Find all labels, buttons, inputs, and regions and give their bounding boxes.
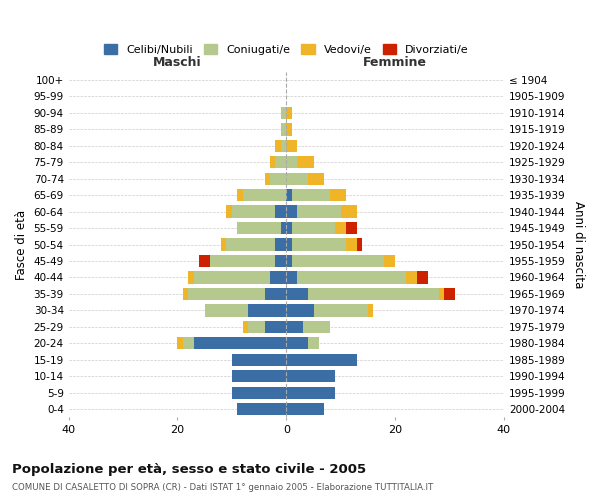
Bar [286, 222, 292, 234]
Text: COMUNE DI CASALETTO DI SOPRA (CR) - Dati ISTAT 1° gennaio 2005 - Elaborazione TU: COMUNE DI CASALETTO DI SOPRA (CR) - Dati… [12, 482, 433, 492]
Bar [194, 337, 286, 349]
Bar [270, 156, 275, 168]
Bar [330, 189, 346, 202]
Text: Popolazione per età, sesso e stato civile - 2005: Popolazione per età, sesso e stato civil… [12, 462, 366, 475]
Bar [357, 238, 362, 250]
Bar [275, 238, 286, 250]
Bar [265, 172, 270, 185]
Bar [281, 140, 286, 152]
Bar [286, 386, 335, 399]
Bar [281, 107, 286, 119]
Bar [232, 354, 286, 366]
Bar [346, 222, 357, 234]
Bar [297, 206, 341, 218]
Bar [178, 337, 183, 349]
Bar [232, 370, 286, 382]
Bar [275, 206, 286, 218]
Bar [314, 304, 368, 316]
Bar [302, 320, 330, 333]
Bar [286, 206, 297, 218]
Bar [183, 337, 194, 349]
Bar [265, 288, 286, 300]
Bar [232, 206, 275, 218]
Bar [286, 370, 335, 382]
Bar [270, 272, 286, 283]
Bar [368, 304, 373, 316]
Bar [286, 255, 292, 267]
Bar [286, 354, 357, 366]
Bar [243, 320, 248, 333]
Bar [238, 189, 243, 202]
Text: Maschi: Maschi [153, 56, 202, 70]
Bar [384, 255, 395, 267]
Bar [292, 238, 346, 250]
Bar [444, 288, 455, 300]
Bar [194, 272, 270, 283]
Bar [286, 107, 292, 119]
Bar [281, 123, 286, 136]
Legend: Celibi/Nubili, Coniugati/e, Vedovi/e, Divorziati/e: Celibi/Nubili, Coniugati/e, Vedovi/e, Di… [100, 40, 473, 59]
Bar [286, 140, 297, 152]
Bar [183, 288, 188, 300]
Text: Femmine: Femmine [363, 56, 427, 70]
Bar [270, 172, 286, 185]
Bar [238, 222, 281, 234]
Bar [406, 272, 417, 283]
Bar [341, 206, 357, 218]
Bar [335, 222, 346, 234]
Bar [286, 123, 292, 136]
Bar [286, 288, 308, 300]
Bar [275, 255, 286, 267]
Bar [292, 189, 330, 202]
Bar [286, 156, 297, 168]
Bar [292, 255, 384, 267]
Bar [226, 238, 275, 250]
Bar [238, 403, 286, 415]
Bar [292, 222, 335, 234]
Bar [286, 403, 325, 415]
Bar [439, 288, 444, 300]
Bar [221, 238, 226, 250]
Bar [286, 320, 302, 333]
Y-axis label: Anni di nascita: Anni di nascita [572, 201, 585, 288]
Bar [199, 255, 210, 267]
Bar [243, 189, 286, 202]
Bar [297, 156, 314, 168]
Bar [286, 189, 292, 202]
Bar [232, 386, 286, 399]
Bar [286, 238, 292, 250]
Bar [346, 238, 357, 250]
Y-axis label: Fasce di età: Fasce di età [15, 210, 28, 280]
Bar [281, 222, 286, 234]
Bar [275, 156, 286, 168]
Bar [275, 140, 281, 152]
Bar [248, 304, 286, 316]
Bar [308, 172, 325, 185]
Bar [286, 304, 314, 316]
Bar [286, 272, 297, 283]
Bar [417, 272, 428, 283]
Bar [308, 288, 439, 300]
Bar [210, 255, 275, 267]
Bar [297, 272, 406, 283]
Bar [188, 288, 265, 300]
Bar [265, 320, 286, 333]
Bar [248, 320, 265, 333]
Bar [188, 272, 194, 283]
Bar [308, 337, 319, 349]
Bar [286, 172, 308, 185]
Bar [286, 337, 308, 349]
Bar [226, 206, 232, 218]
Bar [205, 304, 248, 316]
